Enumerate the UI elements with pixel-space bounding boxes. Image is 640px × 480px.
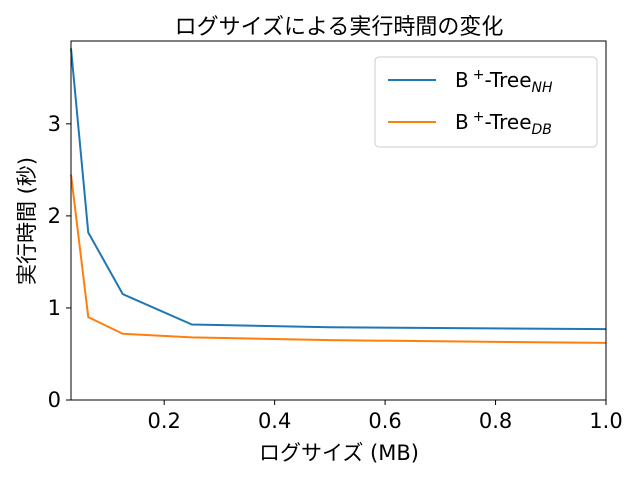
x-tick-label: 0.8 xyxy=(479,409,512,433)
y-tick-label: 0 xyxy=(48,388,61,412)
chart-title: ログサイズによる実行時間の変化 xyxy=(175,15,504,40)
y-tick-label: 1 xyxy=(48,296,61,320)
x-tick-label: 1.0 xyxy=(589,409,622,433)
x-tick-label: 0.6 xyxy=(368,409,401,433)
y-tick-label: 2 xyxy=(48,204,61,228)
legend: B +-TreeNH B +-TreeDB xyxy=(374,56,598,148)
x-tick-label: 0.4 xyxy=(258,409,291,433)
plot-frame xyxy=(70,40,607,401)
series-line-0 xyxy=(70,48,607,331)
x-axis-label: ログサイズ (MB) xyxy=(259,441,419,465)
legend-label-1: B +-TreeDB xyxy=(455,109,552,138)
y-axis-ticks: 0 1 2 3 xyxy=(48,112,71,412)
legend-label-0: B +-TreeNH xyxy=(455,67,553,96)
y-tick-label: 3 xyxy=(48,112,61,136)
x-tick-label: 0.2 xyxy=(147,409,180,433)
x-axis-ticks: 0.2 0.4 0.6 0.8 1.0 xyxy=(147,400,623,433)
series-line-1 xyxy=(70,174,607,344)
y-axis-label: 実行時間 (秒) xyxy=(15,157,39,285)
